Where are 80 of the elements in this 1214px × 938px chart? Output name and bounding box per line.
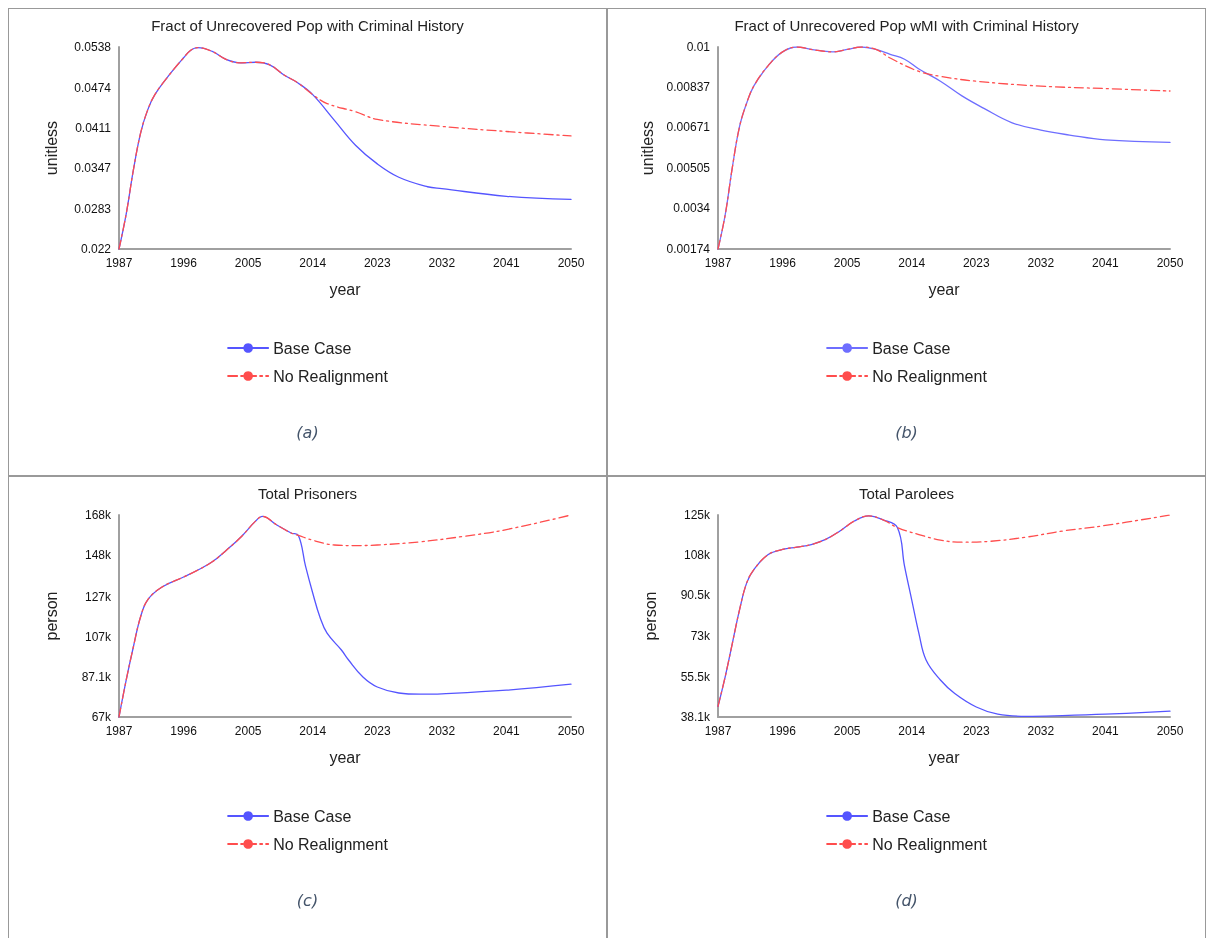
x-tick-label: 2050 <box>1156 256 1184 270</box>
x-tick-label: 2050 <box>1156 724 1184 738</box>
chart-title: Total Prisoners <box>257 485 358 502</box>
x-tick-label: 2041 <box>1092 724 1120 738</box>
y-tick-label: 148k <box>84 548 112 562</box>
y-axis-title: unitless <box>639 120 657 176</box>
legend-label: Base Case <box>273 807 352 825</box>
y-tick-label: 0.0538 <box>74 40 112 54</box>
x-tick-label: 1996 <box>170 724 198 738</box>
y-axis-title: person <box>42 591 60 641</box>
y-tick-label: 125k <box>683 508 711 522</box>
x-tick-label: 2041 <box>1092 256 1120 270</box>
x-tick-label: 1996 <box>170 256 198 270</box>
y-tick-label: 38.1k <box>680 710 711 724</box>
x-tick-label: 2005 <box>833 256 861 270</box>
y-tick-label: 0.00837 <box>666 79 711 94</box>
x-tick-label: 2041 <box>493 256 521 270</box>
x-axis-title: year <box>928 280 961 298</box>
legend-label: Base Case <box>872 339 951 357</box>
x-tick-label: 1987 <box>704 256 732 270</box>
x-tick-label: 2050 <box>557 724 585 738</box>
chart-title: Fract of Unrecovered Pop wMI with Criminal History <box>734 17 1080 34</box>
y-tick-label: 127k <box>84 590 112 604</box>
y-tick-label: 55.5k <box>680 669 711 684</box>
y-tick-label: 0.0034 <box>673 201 711 216</box>
y-tick-label: 67k <box>91 710 112 724</box>
x-tick-label: 2014 <box>898 256 926 270</box>
x-tick-label: 2032 <box>428 256 456 270</box>
y-tick-label: 0.00174 <box>666 242 711 256</box>
x-tick-label: 2050 <box>557 256 585 270</box>
text: (a) <box>295 423 320 442</box>
y-axis-title: person <box>641 591 659 641</box>
text: (d) <box>894 891 919 910</box>
y-tick-label: 108k <box>683 547 711 562</box>
y-tick-label: 87.1k <box>81 669 112 684</box>
legend-label: No Realignment <box>273 835 389 853</box>
y-tick-label: 0.022 <box>80 242 112 256</box>
x-axis-title: year <box>329 748 362 766</box>
y-tick-label: 0.0347 <box>74 161 112 176</box>
x-tick-label: 1987 <box>704 724 732 738</box>
y-tick-label: 0.0283 <box>74 201 112 216</box>
chart-title: Fract of Unrecovered Pop with Criminal History <box>151 17 465 34</box>
x-tick-label: 2032 <box>428 724 456 738</box>
x-tick-label: 2005 <box>833 724 861 738</box>
y-axis-title: unitless <box>42 120 60 176</box>
legend-label: No Realignment <box>872 835 988 853</box>
y-tick-label: 0.00671 <box>666 120 711 135</box>
y-tick-label: 73k <box>690 628 711 643</box>
y-tick-label: 0.00505 <box>666 161 711 176</box>
text: (b) <box>894 423 919 442</box>
x-axis-title: year <box>329 280 362 298</box>
x-tick-label: 1987 <box>105 724 133 738</box>
x-tick-label: 2014 <box>299 724 327 738</box>
y-tick-label: 0.0474 <box>74 80 112 95</box>
x-tick-label: 2014 <box>299 256 327 270</box>
x-tick-label: 2005 <box>234 256 262 270</box>
chart-title: Total Parolees <box>858 485 955 502</box>
x-tick-label: 1987 <box>105 256 133 270</box>
y-tick-label: 90.5k <box>680 588 711 603</box>
legend-label: Base Case <box>273 339 352 357</box>
x-tick-label: 2041 <box>493 724 521 738</box>
y-tick-label: 0.01 <box>686 40 711 54</box>
x-tick-label: 2032 <box>1027 256 1055 270</box>
x-tick-label: 1996 <box>769 724 797 738</box>
x-tick-label: 1996 <box>769 256 797 270</box>
legend-label: No Realignment <box>273 367 389 385</box>
x-tick-label: 2023 <box>962 256 990 270</box>
x-tick-label: 2014 <box>898 724 926 738</box>
legend-label: Base Case <box>872 807 951 825</box>
x-tick-label: 2005 <box>234 724 262 738</box>
x-tick-label: 2032 <box>1027 724 1055 738</box>
text: (c) <box>295 891 320 910</box>
x-tick-label: 2023 <box>363 724 391 738</box>
x-tick-label: 2023 <box>363 256 391 270</box>
x-tick-label: 2023 <box>962 724 990 738</box>
legend-label: No Realignment <box>872 367 988 385</box>
y-tick-label: 0.0411 <box>75 120 112 135</box>
y-tick-label: 168k <box>84 508 112 522</box>
y-tick-label: 107k <box>84 630 112 644</box>
x-axis-title: year <box>928 748 961 766</box>
